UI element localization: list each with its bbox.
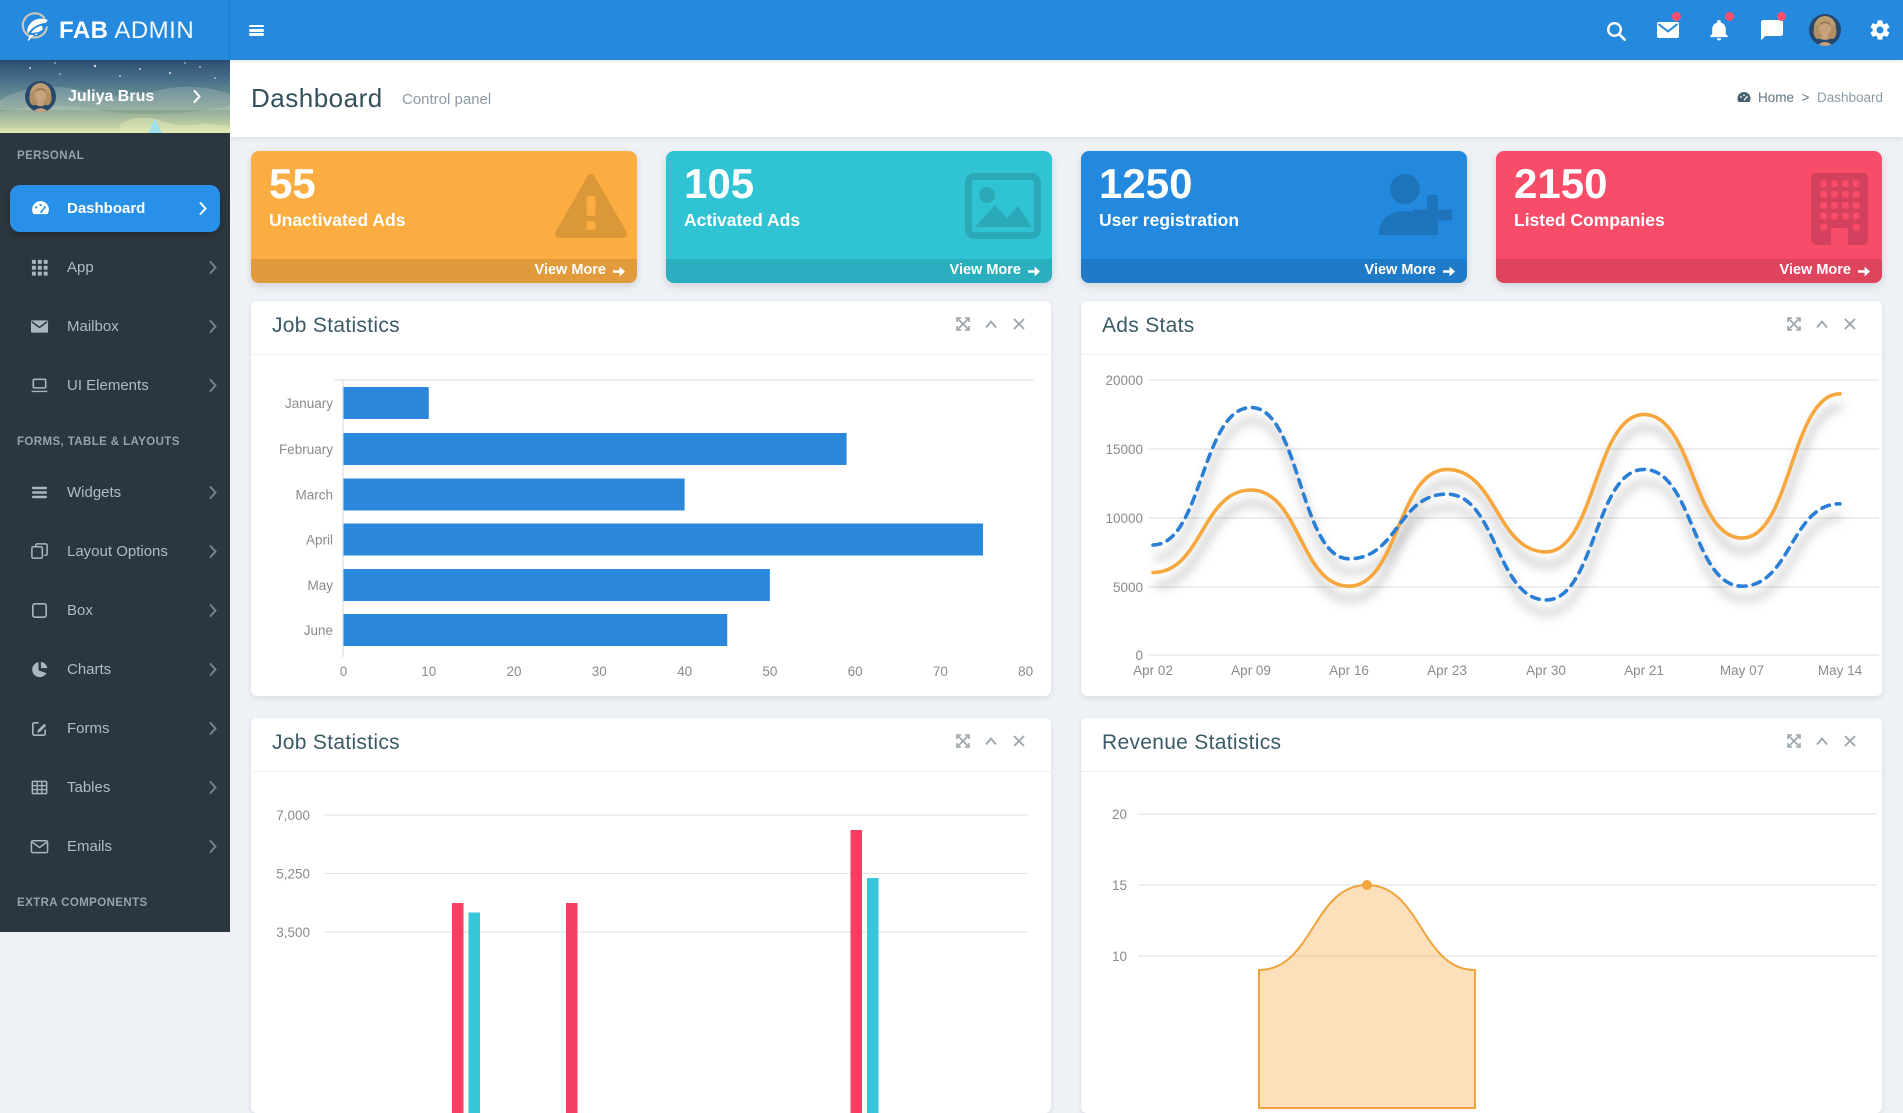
svg-text:January: January bbox=[285, 396, 333, 411]
svg-text:April: April bbox=[306, 533, 333, 548]
svg-text:80: 80 bbox=[1018, 664, 1033, 679]
svg-text:10: 10 bbox=[421, 664, 436, 679]
svg-text:70: 70 bbox=[933, 664, 948, 679]
svg-text:0: 0 bbox=[340, 664, 348, 679]
svg-text:10000: 10000 bbox=[1105, 511, 1143, 526]
svg-text:0: 0 bbox=[1135, 648, 1143, 663]
svg-text:50: 50 bbox=[762, 664, 777, 679]
svg-text:May 14: May 14 bbox=[1818, 663, 1863, 678]
svg-text:June: June bbox=[304, 623, 333, 638]
svg-text:20: 20 bbox=[1112, 807, 1127, 822]
svg-text:Apr 16: Apr 16 bbox=[1329, 663, 1369, 678]
svg-text:Apr 23: Apr 23 bbox=[1427, 663, 1467, 678]
svg-text:7,000: 7,000 bbox=[276, 808, 310, 823]
svg-text:May: May bbox=[307, 578, 333, 593]
svg-text:30: 30 bbox=[592, 664, 607, 679]
svg-text:Apr 09: Apr 09 bbox=[1231, 663, 1271, 678]
svg-text:20: 20 bbox=[507, 664, 522, 679]
svg-text:Apr 30: Apr 30 bbox=[1526, 663, 1566, 678]
svg-text:Apr 21: Apr 21 bbox=[1624, 663, 1664, 678]
svg-text:40: 40 bbox=[677, 664, 692, 679]
svg-text:15: 15 bbox=[1112, 878, 1127, 893]
svg-text:20000: 20000 bbox=[1105, 373, 1143, 388]
svg-text:February: February bbox=[279, 442, 333, 457]
svg-text:60: 60 bbox=[848, 664, 863, 679]
svg-text:March: March bbox=[295, 488, 333, 503]
svg-text:3,500: 3,500 bbox=[276, 925, 310, 940]
svg-text:10: 10 bbox=[1112, 949, 1127, 964]
svg-text:Apr 02: Apr 02 bbox=[1133, 663, 1173, 678]
svg-text:15000: 15000 bbox=[1105, 442, 1143, 457]
svg-text:5,250: 5,250 bbox=[276, 867, 310, 882]
svg-text:May 07: May 07 bbox=[1720, 663, 1764, 678]
svg-text:5000: 5000 bbox=[1113, 580, 1143, 595]
